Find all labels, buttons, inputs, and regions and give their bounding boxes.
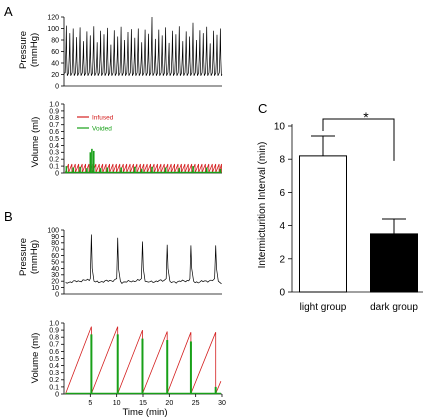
y-axis-label-line1: Pressure bbox=[18, 31, 29, 69]
y-tick-label: 1.0 bbox=[49, 101, 59, 108]
y-tick-label: 0.5 bbox=[49, 136, 59, 143]
y-tick-label: 0.7 bbox=[49, 342, 59, 349]
x-tick-label: 15 bbox=[139, 400, 147, 407]
y-tick-label: 0.8 bbox=[49, 335, 59, 342]
y-tick-label: 4 bbox=[279, 221, 285, 232]
y-tick-label: 60 bbox=[51, 253, 59, 260]
x-tick-label: 30 bbox=[218, 400, 226, 407]
y-tick-label: 90 bbox=[51, 234, 59, 241]
y-tick-label: 0 bbox=[55, 291, 59, 298]
y-tick-label: 0.6 bbox=[49, 129, 59, 136]
y-tick-label: 0.6 bbox=[49, 349, 59, 356]
y-tick-label: 100 bbox=[47, 26, 59, 33]
y-axis-label: Volume (ml) bbox=[30, 117, 41, 168]
y-tick-label: 0.3 bbox=[49, 370, 59, 377]
y-tick-label: 10 bbox=[51, 285, 59, 292]
y-tick-label: 80 bbox=[51, 37, 59, 44]
panel-letter-c: C bbox=[258, 101, 267, 116]
y-tick-label: 6 bbox=[279, 188, 285, 199]
x-axis-label: Time (min) bbox=[122, 407, 167, 418]
y-tick-label: 0 bbox=[55, 391, 59, 398]
y-tick-label: 50 bbox=[51, 259, 59, 266]
y-tick-label: 30 bbox=[51, 272, 59, 279]
y-tick-label: 0 bbox=[55, 170, 59, 177]
y-axis-label: Intermicturition Interval (min) bbox=[257, 142, 268, 269]
y-tick-label: 100 bbox=[47, 227, 59, 234]
y-tick-label: 0.9 bbox=[49, 328, 59, 335]
legend-label-voided: Voided bbox=[92, 126, 112, 133]
y-tick-label: 1.0 bbox=[49, 320, 59, 327]
y-tick-label: 10 bbox=[274, 122, 286, 133]
significance-star: * bbox=[363, 109, 369, 125]
x-tick-label: 10 bbox=[113, 400, 121, 407]
y-tick-label: 0.4 bbox=[49, 143, 59, 150]
y-tick-label: 0.2 bbox=[49, 377, 59, 384]
y-tick-label: 60 bbox=[51, 49, 59, 56]
pressure-trace bbox=[65, 234, 222, 285]
infused-volume-line bbox=[65, 326, 222, 394]
y-axis-label-line2: (mmHg) bbox=[29, 240, 40, 274]
significance-bracket bbox=[322, 118, 395, 161]
chart-b-volume: Volume (ml) Time (min) 00.10.20.30.40.50… bbox=[30, 320, 226, 418]
x-category-label: light group bbox=[300, 302, 347, 313]
y-tick-label: 0.1 bbox=[49, 384, 59, 391]
y-tick-label: 0.9 bbox=[49, 108, 59, 115]
y-tick-label: 20 bbox=[51, 72, 59, 79]
legend-label-infused: Infused bbox=[92, 115, 114, 122]
y-tick-label: 0.1 bbox=[49, 164, 59, 171]
y-tick-label: 0.8 bbox=[49, 115, 59, 122]
bar-dark-group bbox=[370, 233, 418, 293]
y-tick-label: 0 bbox=[55, 83, 59, 90]
bar-light-group bbox=[299, 155, 347, 293]
y-axis-label-line2: (mmHg) bbox=[29, 33, 40, 67]
chart-c-bar: Intermicturition Interval (min) * 0 2 4 6 8 1… bbox=[257, 109, 423, 313]
x-tick-label: 25 bbox=[192, 400, 200, 407]
y-tick-label: 80 bbox=[51, 240, 59, 247]
y-tick-label: 0.5 bbox=[49, 356, 59, 363]
y-tick-label: 0.4 bbox=[49, 363, 59, 370]
x-tick-label: 20 bbox=[165, 400, 173, 407]
y-tick-label: 40 bbox=[51, 60, 59, 67]
y-axis-label: Volume (ml) bbox=[30, 333, 41, 384]
panel-letter-b: B bbox=[4, 209, 13, 224]
y-tick-label: 70 bbox=[51, 247, 59, 254]
y-tick-label: 0 bbox=[279, 288, 285, 299]
panel-letter-a: A bbox=[4, 4, 13, 19]
infused-volume-line bbox=[64, 163, 222, 174]
chart-a-volume: Volume (ml) Infused Voided 00.10.20.30.4… bbox=[30, 101, 222, 177]
y-tick-label: 0.3 bbox=[49, 150, 59, 157]
y-tick-label: 120 bbox=[47, 14, 59, 21]
y-tick-label: 8 bbox=[279, 155, 285, 166]
y-tick-label: 0.7 bbox=[49, 122, 59, 129]
y-tick-label: 0.2 bbox=[49, 157, 59, 164]
pressure-trace bbox=[63, 16, 223, 76]
y-axis-label-line1: Pressure bbox=[18, 238, 29, 276]
chart-a-pressure: Pressure (mmHg) 0 20 40 60 80 100 120 bbox=[18, 14, 223, 90]
y-tick-label: 20 bbox=[51, 279, 59, 286]
y-tick-label: 2 bbox=[279, 254, 285, 265]
x-category-label: dark group bbox=[370, 302, 418, 313]
x-tick-label: 5 bbox=[88, 400, 92, 407]
y-tick-label: 40 bbox=[51, 266, 59, 273]
